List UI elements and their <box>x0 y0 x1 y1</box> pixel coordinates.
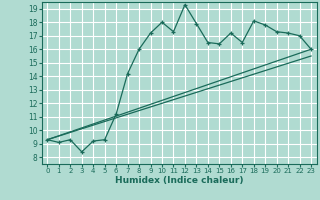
X-axis label: Humidex (Indice chaleur): Humidex (Indice chaleur) <box>115 176 244 185</box>
